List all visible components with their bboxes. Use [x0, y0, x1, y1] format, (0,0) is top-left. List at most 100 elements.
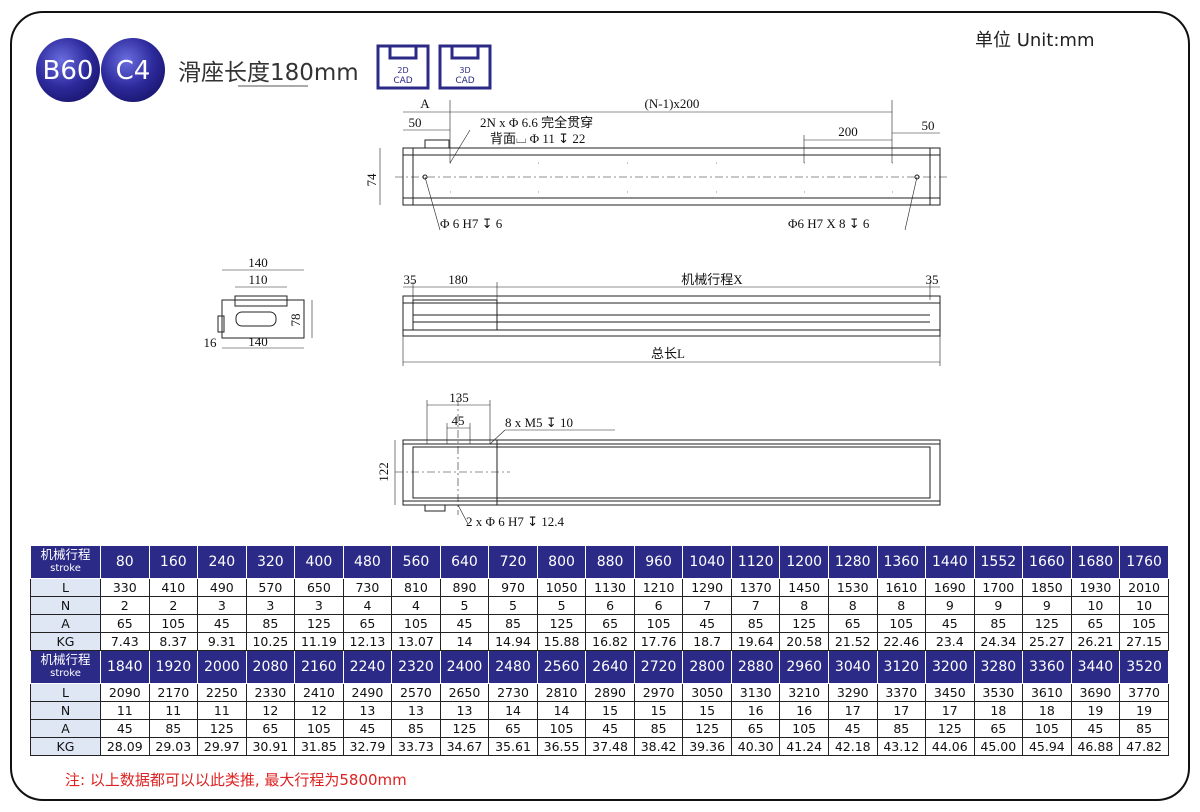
stroke-cell: 2000	[197, 650, 247, 684]
cell: 65	[245, 719, 296, 738]
cell: 19	[1070, 701, 1121, 720]
cell: 890	[439, 578, 490, 597]
stroke-cell: 3120	[876, 650, 927, 684]
cell: 10	[1119, 596, 1169, 615]
cell: 2090	[100, 683, 150, 702]
cell: 23.4	[925, 632, 975, 651]
cell: 42.18	[827, 737, 878, 756]
cell: 45	[682, 614, 732, 633]
stroke-cell: 640	[439, 545, 490, 579]
data-row: N 11 11 11 12 12 13 13 13 14 14 15 15 15 16 16 17 17 17 18 1…	[30, 701, 1169, 720]
cell: 85	[876, 719, 927, 738]
data-row: KG 7.43 8.37 9.31 10.25 11.19 12.13 13.07 14 14.9…	[30, 632, 1169, 651]
stroke-cell: 2080	[245, 650, 296, 684]
title: 滑座长度180mm	[178, 60, 359, 86]
cell: 125	[439, 719, 490, 738]
drawing: A (N-1)x200 50 2N x Φ 6.6 完全贯穿 背面⌴ Φ 11 …	[204, 96, 948, 529]
frame	[10, 11, 1190, 801]
cad-text: CAD	[393, 76, 412, 86]
row-label: N	[30, 596, 101, 615]
cell: 85	[488, 614, 538, 633]
cell: 85	[391, 719, 441, 738]
cell: 45	[925, 614, 975, 633]
cell: 11.19	[294, 632, 344, 651]
dim-label: 35	[404, 272, 417, 287]
cell: 26.21	[1070, 632, 1121, 651]
cell: 4	[391, 596, 441, 615]
cell: 65	[730, 719, 781, 738]
cell: 2730	[488, 683, 538, 702]
stroke-cell: 400	[294, 545, 344, 579]
cell: 14.94	[488, 632, 538, 651]
cell: 19	[1119, 701, 1169, 720]
stroke-cell: 560	[391, 545, 441, 579]
data-row: A 45 85 125 65 105 45 85 125 65 105 45 85 125 65 105 45 8…	[30, 719, 1169, 738]
stroke-cell: 3040	[827, 650, 878, 684]
cell: 9.31	[197, 632, 247, 651]
cell: 45	[342, 719, 393, 738]
cell: 9	[973, 596, 1024, 615]
cell: 490	[197, 578, 247, 597]
stroke-cell: 3280	[973, 650, 1024, 684]
cell: 9	[925, 596, 975, 615]
dim-label: 135	[449, 390, 469, 405]
cell: 570	[245, 578, 296, 597]
cell: 2010	[1119, 578, 1169, 597]
cell: 3370	[876, 683, 927, 702]
cell: 38.42	[633, 737, 684, 756]
stroke-cell: 2560	[536, 650, 587, 684]
dim-label: 8 x M5 ↧ 10	[505, 415, 573, 430]
cell: 3690	[1070, 683, 1121, 702]
cell: 13	[342, 701, 393, 720]
dim-label: (N-1)x200	[645, 96, 700, 111]
dim-label: 35	[926, 272, 939, 287]
cell: 33.73	[391, 737, 441, 756]
header-row: 机械行程 stroke 80 160 240 320 400 480 560 640 720 800 8…	[30, 545, 1169, 579]
dim-label: 122	[376, 462, 391, 482]
cell: 22.46	[876, 632, 927, 651]
row-label: L	[30, 578, 101, 597]
cell: 2650	[439, 683, 490, 702]
stroke-cell: 1280	[827, 545, 878, 579]
stroke-cell: 3360	[1022, 650, 1072, 684]
cad-text: CAD	[455, 76, 474, 86]
cell: 5	[488, 596, 538, 615]
cell: 45	[1070, 719, 1121, 738]
cell: 13	[439, 701, 490, 720]
cell: 36.55	[536, 737, 587, 756]
cell: 125	[536, 614, 587, 633]
cell: 14	[439, 632, 490, 651]
cell: 18	[973, 701, 1024, 720]
cell: 12.13	[342, 632, 393, 651]
header-label-text: 机械行程	[40, 547, 91, 562]
cell: 27.15	[1119, 632, 1169, 651]
header-label: 机械行程 stroke	[30, 650, 101, 684]
cell: 9	[1022, 596, 1072, 615]
cell: 15.88	[536, 632, 587, 651]
cell: 21.52	[827, 632, 878, 651]
cell: 39.36	[682, 737, 732, 756]
dim-label: 140	[248, 334, 268, 349]
cell: 10	[1070, 596, 1121, 615]
cell: 4	[342, 596, 393, 615]
cell: 17	[827, 701, 878, 720]
cell: 85	[148, 719, 199, 738]
cell: 1530	[827, 578, 878, 597]
cell: 2250	[197, 683, 247, 702]
stroke-cell: 3200	[925, 650, 975, 684]
cell: 65	[973, 719, 1024, 738]
stroke-cell: 80	[100, 545, 150, 579]
stroke-cell: 2800	[682, 650, 732, 684]
cell: 15	[585, 701, 635, 720]
cell: 2890	[585, 683, 635, 702]
cell: 330	[100, 578, 150, 597]
cell: 43.12	[876, 737, 927, 756]
stroke-cell: 1920	[148, 650, 199, 684]
cell: 3	[197, 596, 247, 615]
cell: 3290	[827, 683, 878, 702]
cell: 105	[536, 719, 587, 738]
note: 注: 以上数据都可以以此类推, 最大行程为5800mm	[65, 771, 407, 789]
badge	[101, 38, 165, 102]
cell: 34.67	[439, 737, 490, 756]
dim-label: 200	[838, 124, 858, 139]
